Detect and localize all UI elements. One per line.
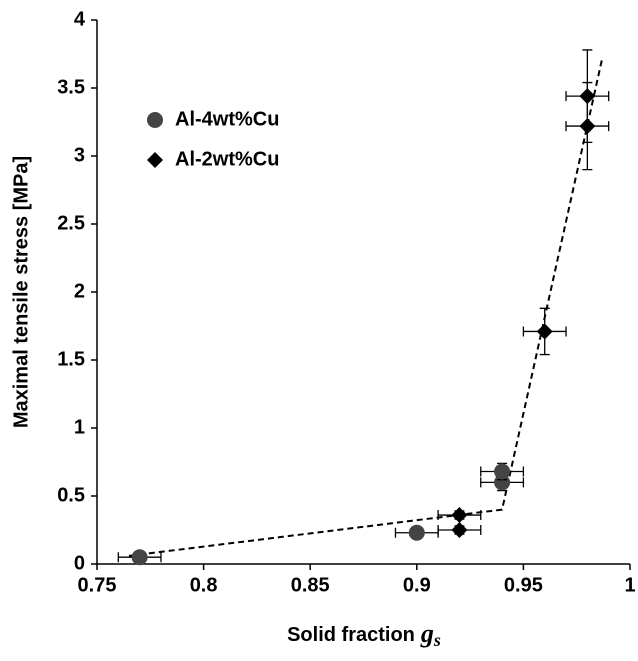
x-tick-label: 0.85 (291, 574, 330, 596)
y-tick-label: 1 (74, 416, 85, 438)
y-tick-label: 3.5 (57, 76, 85, 98)
legend-marker (147, 112, 163, 128)
x-axis-subscript: s (433, 630, 441, 650)
point (536, 323, 553, 340)
legend-label: Al-4wt%Cu (175, 108, 279, 130)
point (408, 524, 425, 541)
x-tick-label: 0.75 (78, 574, 117, 596)
point (494, 463, 511, 480)
x-tick-label: 0.9 (403, 574, 431, 596)
legend-label: Al-2wt%Cu (175, 148, 279, 170)
point (579, 118, 596, 135)
x-axis-label: Solid fraction gs (287, 619, 441, 650)
y-tick-label: 2 (74, 280, 85, 302)
point (451, 507, 468, 524)
x-axis-label-text: Solid fraction (287, 624, 415, 646)
legend-marker (147, 152, 163, 168)
x-axis-symbol: g (420, 619, 434, 648)
x-tick-label: 0.95 (504, 574, 543, 596)
point (131, 549, 148, 566)
y-tick-label: 1.5 (57, 348, 85, 370)
x-tick-label: 0.8 (190, 574, 218, 596)
y-tick-label: 0.5 (57, 484, 85, 506)
point (451, 522, 468, 538)
x-tick-label: 1 (624, 574, 635, 596)
y-tick-label: 4 (74, 8, 86, 30)
y-axis-label: Maximal tensile stress [MPa] (10, 156, 32, 428)
y-tick-label: 0 (74, 552, 85, 574)
trend-line (128, 57, 604, 557)
y-tick-label: 3 (74, 144, 85, 166)
y-tick-label: 2.5 (57, 212, 85, 234)
